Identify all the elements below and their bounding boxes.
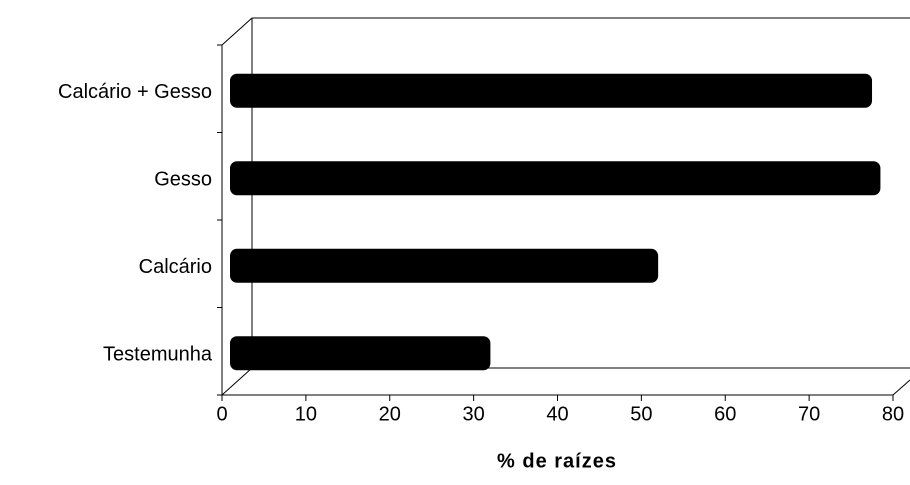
depth-edge [892,379,910,396]
x-tick-label: 40 [546,403,568,425]
x-tick-label: 30 [463,403,485,425]
bar [230,161,881,196]
y-tick-label: Calcário + Gesso [58,81,212,103]
x-tick-label: 50 [630,403,652,425]
y-tick-label: Gesso [154,169,212,191]
x-tick-label: 0 [216,403,227,425]
x-tick-label: 60 [714,403,736,425]
depth-edge [221,367,253,396]
y-tick-label: Calcário [139,256,212,278]
depth-edge [221,17,253,46]
bar [230,73,873,108]
x-tick-label: 10 [295,403,317,425]
bar [230,248,659,283]
y-tick-label: Testemunha [103,344,213,366]
x-tick-label: 20 [379,403,401,425]
bar [230,336,491,371]
x-tick-label: 70 [798,403,820,425]
x-tick-label: 80 [882,403,904,425]
x-axis-label: % de raízes [497,450,617,472]
